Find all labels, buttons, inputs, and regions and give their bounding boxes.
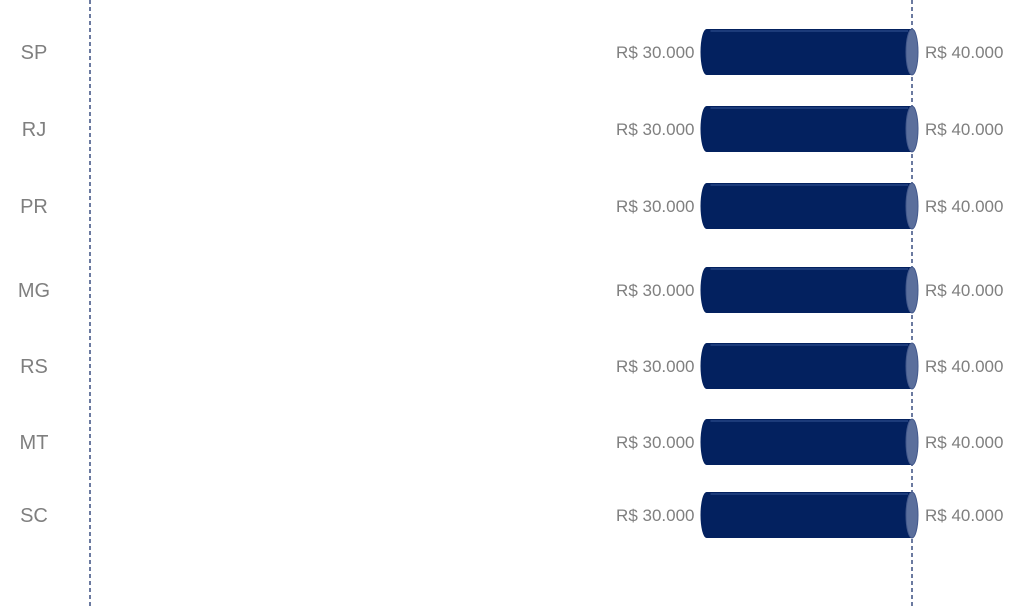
chart-rows: SP R$ 30.000 R$ 40.000 RJ R$ 30.000 R$ 40.000…	[18, 28, 1003, 539]
category-label: SC	[20, 505, 48, 527]
start-value-label: R$ 30.000	[616, 197, 694, 216]
start-value-label: R$ 30.000	[616, 281, 694, 300]
bar-row: RS R$ 30.000 R$ 40.000	[20, 342, 1003, 390]
start-value-label: R$ 30.000	[616, 506, 694, 525]
bar	[700, 492, 918, 538]
bar	[700, 267, 918, 313]
end-value-label: R$ 40.000	[925, 357, 1003, 376]
bar-row: RJ R$ 30.000 R$ 40.000	[22, 105, 1003, 153]
end-value-label: R$ 40.000	[925, 506, 1003, 525]
end-value-label: R$ 40.000	[925, 281, 1003, 300]
bar-end-cap	[905, 342, 919, 390]
bar	[700, 106, 918, 152]
bar	[700, 183, 918, 229]
bar-end-cap	[905, 182, 919, 230]
start-value-label: R$ 30.000	[616, 120, 694, 139]
bar-row: PR R$ 30.000 R$ 40.000	[20, 182, 1003, 230]
category-label: SP	[21, 42, 48, 64]
category-label: MT	[20, 432, 49, 454]
bar	[700, 343, 918, 389]
end-value-label: R$ 40.000	[925, 43, 1003, 62]
category-label: PR	[20, 196, 48, 218]
end-value-label: R$ 40.000	[925, 197, 1003, 216]
bar-row: MT R$ 30.000 R$ 40.000	[20, 418, 1003, 466]
start-value-label: R$ 30.000	[616, 357, 694, 376]
category-label: RS	[20, 356, 48, 378]
bar-row: SC R$ 30.000 R$ 40.000	[20, 491, 1003, 539]
end-value-label: R$ 40.000	[925, 433, 1003, 452]
start-value-label: R$ 30.000	[616, 433, 694, 452]
bar	[700, 419, 918, 465]
category-label: RJ	[22, 119, 46, 141]
bar-end-cap	[905, 266, 919, 314]
bar-end-cap	[905, 418, 919, 466]
category-label: MG	[18, 280, 50, 302]
bar-row: SP R$ 30.000 R$ 40.000	[21, 28, 1003, 76]
bar-row: MG R$ 30.000 R$ 40.000	[18, 266, 1003, 314]
bar-end-cap	[905, 105, 919, 153]
bar-end-cap	[905, 491, 919, 539]
bar	[700, 29, 918, 75]
bar-end-cap	[905, 28, 919, 76]
start-value-label: R$ 30.000	[616, 43, 694, 62]
end-value-label: R$ 40.000	[925, 120, 1003, 139]
